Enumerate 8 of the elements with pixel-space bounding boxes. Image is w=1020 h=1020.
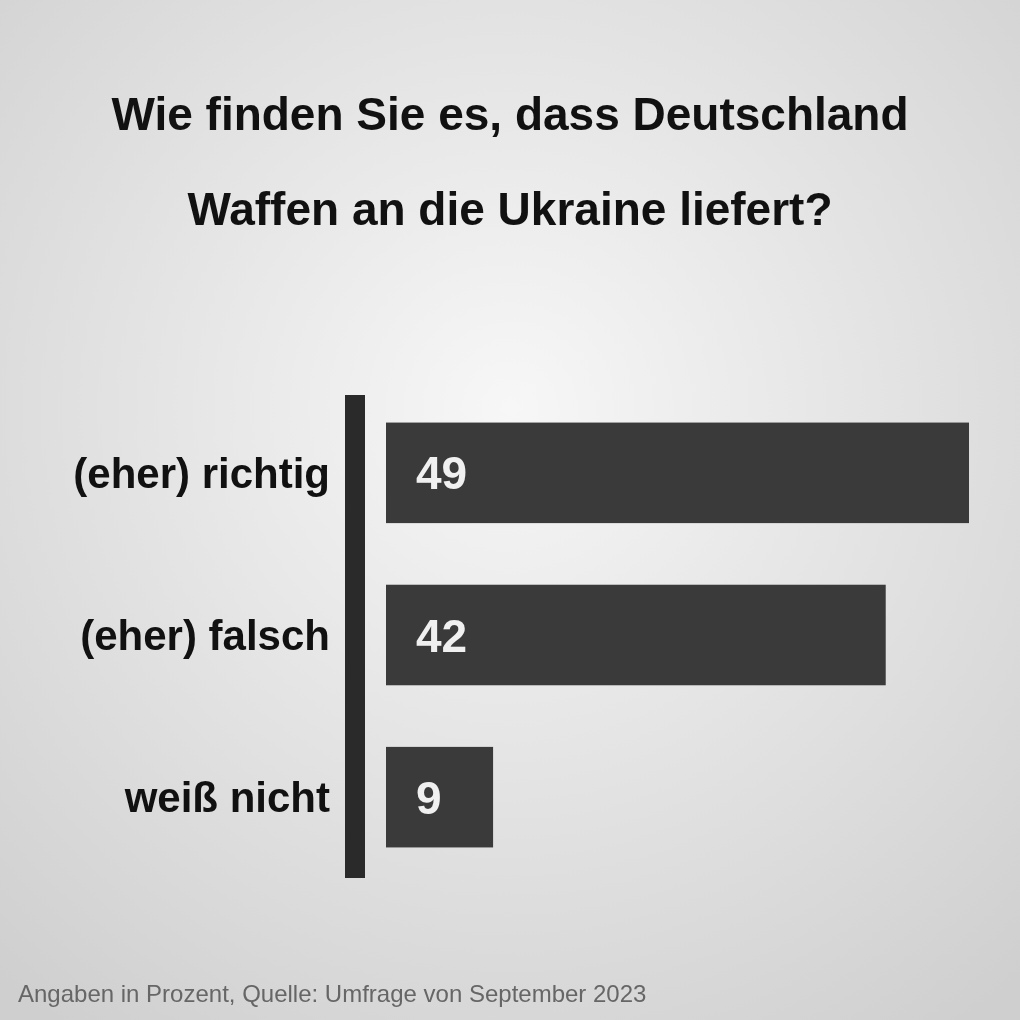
chart-title: Wie finden Sie es, dass Deutschland Waffen an die Ukraine liefert? — [111, 88, 909, 235]
y-tick-label: (eher) falsch — [80, 612, 330, 660]
data-label: 42 — [416, 609, 468, 662]
data-label: 9 — [416, 771, 442, 824]
y-tick-label: (eher) richtig — [73, 449, 330, 497]
data-label: 49 — [416, 447, 468, 500]
text: Angaben in Prozent, Quelle: Umfrage von September 2023 — [18, 980, 647, 1007]
y-tick-label: weiß nicht — [123, 774, 330, 822]
